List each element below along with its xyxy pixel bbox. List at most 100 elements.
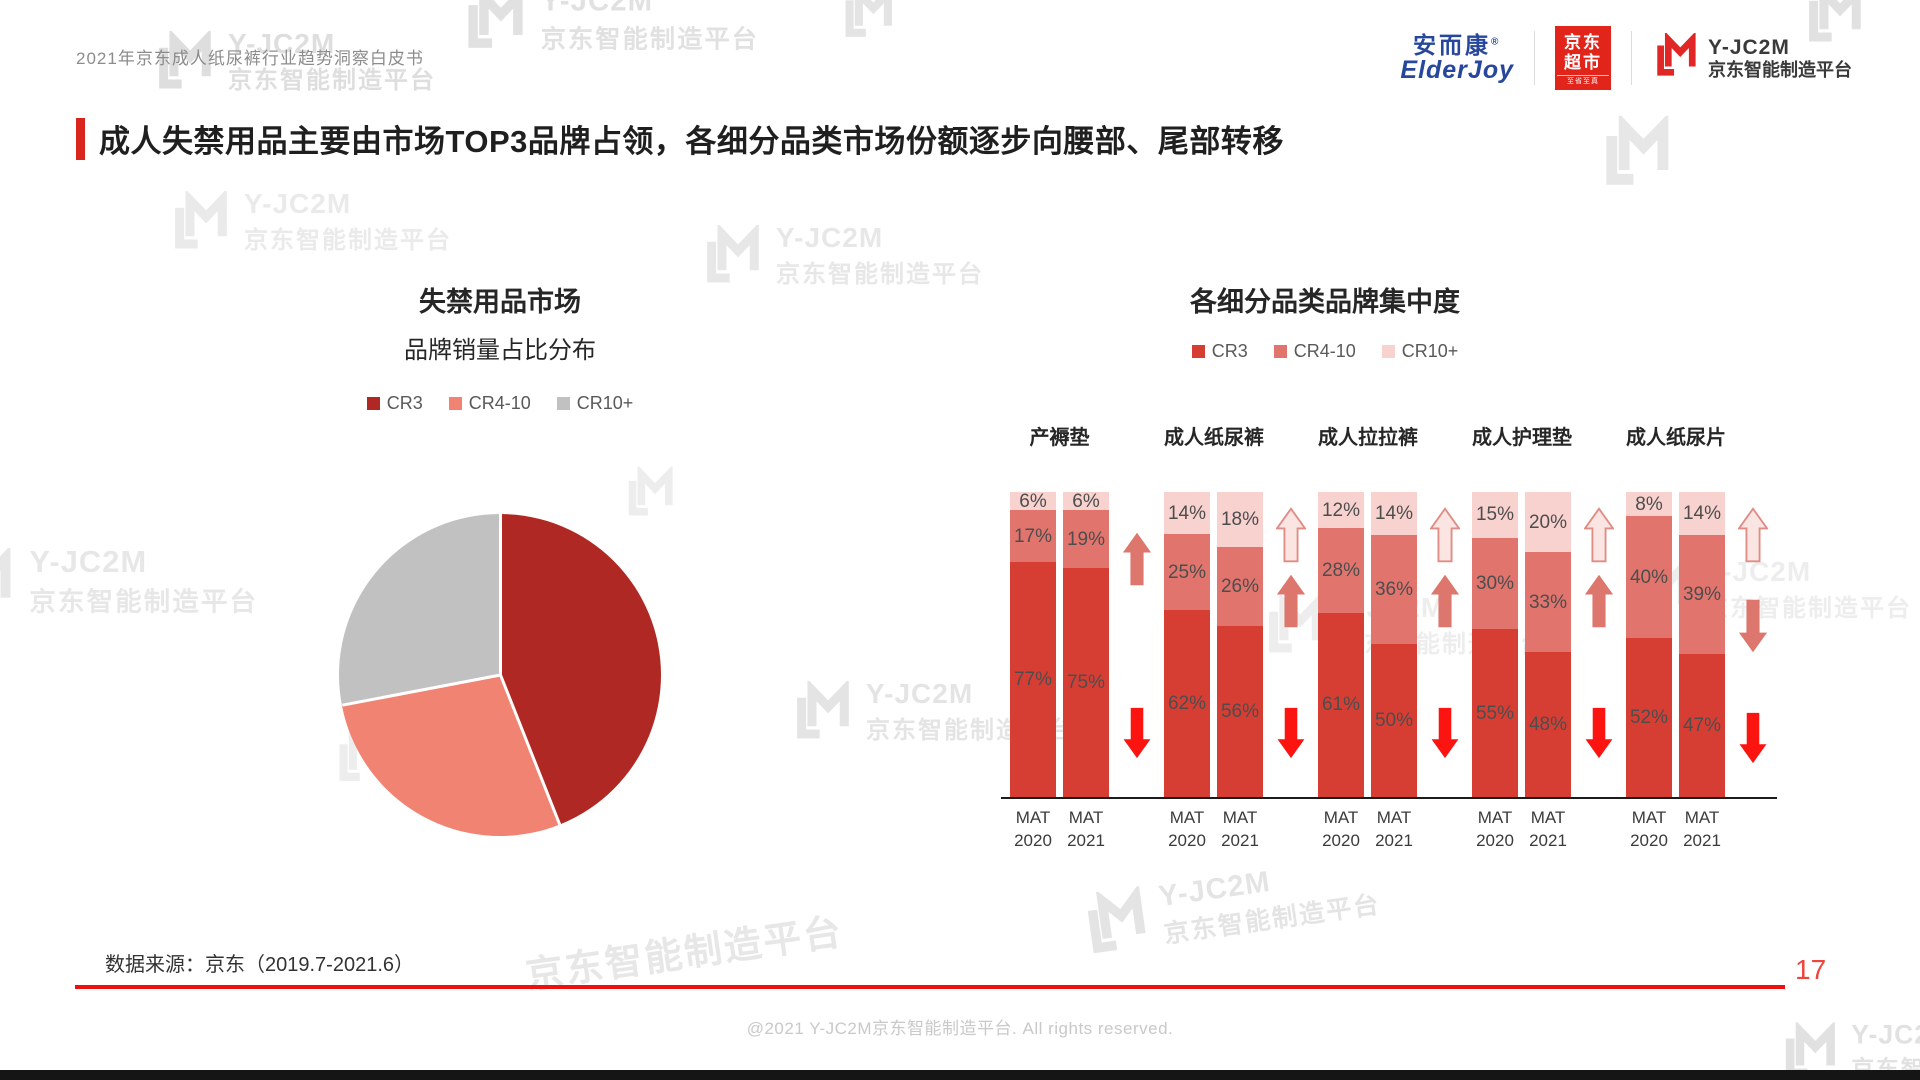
bar-segment-value: 39% [1682,583,1722,605]
trend-up-arrow-icon [1584,572,1614,630]
bar-category-label: 成人护理垫 [1472,427,1572,449]
jc2m-mark-icon [1657,30,1696,76]
footer-rule [75,985,1785,989]
bar-segment-cr10+: 6% [1010,490,1056,512]
trend-down-arrow-icon [1274,707,1307,759]
bar-segment-cr10+: 14% [1164,492,1210,535]
stacked-bar: 6% 19% 75% [1063,492,1109,797]
trend-up-arrow-icon [1428,507,1461,563]
stacked-bar: 6% 17% 77% [1010,492,1056,797]
pie-chart-title: 失禁用品市场 [419,287,581,317]
copyright-note: @2021 Y-JC2M京东智能制造平台. All rights reserve… [746,1019,1174,1038]
bar-category-label: 成人拉拉裤 [1318,427,1418,449]
pie-slice-divider [498,514,502,675]
bar-segment-cr4-10: 26% [1217,546,1263,627]
bar-segment-cr3: 55% [1472,629,1518,797]
jc2m-mark-icon [707,224,759,282]
x-axis-label: MAT 2020 [1168,808,1206,850]
legend-swatch [448,397,462,410]
bar-segment-cr10+: 18% [1217,492,1263,547]
bar-segment-value: 47% [1682,714,1722,736]
x-axis-labels: MAT 2020 MAT 2021 [1164,807,1318,853]
stacked-bar: 20% 33% 48% [1525,492,1571,798]
bar-segment-cr10+: 6% [1063,492,1109,511]
x-axis-labels: MAT 2020 MAT 2021 [1626,807,1780,853]
pie-legend-item: CR10+ [556,393,633,414]
pie-chart [339,514,661,836]
bar-segment-cr4-10: 36% [1371,534,1417,645]
legend-label: CR4-10 [1293,341,1356,361]
legend-swatch [1191,345,1205,358]
trend-arrow-column [1571,492,1626,797]
yjc2m-mark-icon [1652,30,1698,84]
bar-segment-value: 19% [1066,528,1106,550]
trend-up-arrow-icon [1274,507,1307,563]
bar-segment-cr3: 61% [1318,612,1364,797]
bar-legend-item: CR4-10 [1273,341,1356,362]
pie-legend-item: CR3 [366,393,423,414]
jc2m-mark-icon [0,547,11,598]
bar-segment-value: 75% [1066,672,1106,694]
slide-title: 成人失禁用品主要由市场TOP3品牌占领，各细分品类市场份额逐步向腰部、尾部转移 [99,124,1284,159]
bar-segment-value: 52% [1629,707,1669,729]
x-axis-label: MAT 2021 [1375,808,1413,850]
stacked-bar: 8% 40% 52% [1626,492,1672,797]
bar-segment-value: 36% [1374,579,1414,601]
stacked-bar: 18% 26% 56% [1217,492,1263,797]
bar-segment-value: 50% [1374,710,1414,732]
bar-segment-cr3: 62% [1164,609,1210,797]
stacked-bar: 14% 25% 62% [1164,492,1210,797]
doc-title: 2021年京东成人纸尿裤行业趋势洞察白皮书 [76,49,424,68]
logo-group: 安而康® ElderJoy 京东 超市 至省至真 Y-JC2M 京东智能制造平台 [1400,26,1852,91]
bar-segment-cr10+: 12% [1318,492,1364,529]
elderjoy-en-label: ElderJoy [1400,56,1514,85]
bar-segment-cr4-10: 17% [1010,510,1056,563]
legend-label: CR4-10 [468,393,531,413]
bar-chart-title: 各细分品类品牌集中度 [1190,287,1460,317]
stacked-bar: 12% 28% 61% [1318,492,1364,797]
bar-segment-cr3: 75% [1063,568,1109,797]
bar-segment-cr4-10: 28% [1318,528,1364,613]
x-axis-labels: MAT 2020 MAT 2021 [1472,807,1626,853]
bar-segment-value: 20% [1528,511,1568,533]
bar-segment-value: 14% [1167,502,1207,524]
bar-segment-value: 33% [1528,591,1568,613]
bar-chart-groups: 产褥垫 6% 17% 77% 6% 19% 75% MAT 2020 MAT 2021 成人纸尿裤 14… [1010,425,1795,853]
x-axis-label: MAT 2021 [1683,808,1721,850]
bar-segment-value: 12% [1321,499,1361,521]
x-axis-label: MAT 2020 [1322,808,1360,850]
x-axis-label: MAT 2020 [1014,808,1052,850]
trend-arrow-column [1417,492,1472,797]
x-axis-label: MAT 2021 [1529,808,1567,850]
pie-chart-subtitle: 品牌销量占比分布 [404,337,596,364]
bar-segment-cr10+: 8% [1626,492,1672,517]
bar-chart: 产褥垫 6% 17% 77% 6% 19% 75% MAT 2020 MAT 2021 成人纸尿裤 14… [985,425,1795,865]
trend-up-arrow-icon [1276,572,1306,630]
bar-segment-value: 55% [1475,702,1515,724]
bar-category-label: 成人纸尿裤 [1164,427,1264,449]
legend-label: CR10+ [1401,341,1459,361]
bar-segment-cr3: 48% [1525,652,1571,798]
bar-segment-cr4-10: 25% [1164,534,1210,610]
elderjoy-logo: 安而康® ElderJoy [1400,33,1514,83]
watermark [839,0,895,41]
bar-segment-value: 6% [1019,490,1047,512]
bar-segment-value: 18% [1220,508,1260,530]
bar-segment-cr4-10: 39% [1679,534,1725,654]
elderjoy-cn-label: 安而康® [1413,31,1502,58]
bar-legend-item: CR3 [1191,341,1248,362]
bar-segment-value: 30% [1475,573,1515,594]
pie-chart-section: 失禁用品市场 品牌销量占比分布 CR3 CR4-10 CR10+ [160,280,840,836]
bar-category-label: 产褥垫 [1029,427,1090,449]
trend-up-arrow-icon [1122,530,1152,588]
x-axis-line [1001,797,1777,799]
trend-arrow-column [1263,492,1318,797]
bar-segment-value: 77% [1013,669,1053,691]
legend-swatch [1273,345,1287,358]
legend-swatch [556,397,570,410]
